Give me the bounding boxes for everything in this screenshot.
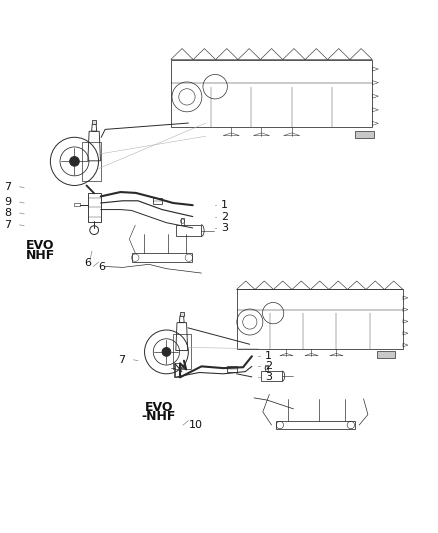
Polygon shape xyxy=(377,351,395,358)
Text: 1: 1 xyxy=(221,200,228,210)
Text: EVO: EVO xyxy=(145,401,173,414)
Text: 2: 2 xyxy=(265,361,272,372)
Text: -NHF: -NHF xyxy=(141,410,175,423)
Text: EVO: EVO xyxy=(26,239,55,253)
Polygon shape xyxy=(92,120,96,124)
Text: 2: 2 xyxy=(221,212,228,222)
Circle shape xyxy=(162,348,171,356)
Text: 7: 7 xyxy=(4,182,11,192)
Polygon shape xyxy=(180,312,184,316)
Text: 8: 8 xyxy=(4,208,11,218)
Text: 7: 7 xyxy=(4,220,11,230)
Text: 6: 6 xyxy=(84,259,91,269)
Text: 7: 7 xyxy=(118,355,125,365)
Text: 9: 9 xyxy=(4,197,11,207)
Text: 1: 1 xyxy=(265,351,272,361)
Text: 3: 3 xyxy=(221,223,228,233)
Text: NHF: NHF xyxy=(26,249,56,262)
Polygon shape xyxy=(355,131,374,139)
Text: 3: 3 xyxy=(265,372,272,382)
Text: 6: 6 xyxy=(99,262,106,271)
Text: 10: 10 xyxy=(188,420,202,430)
Circle shape xyxy=(70,157,79,166)
